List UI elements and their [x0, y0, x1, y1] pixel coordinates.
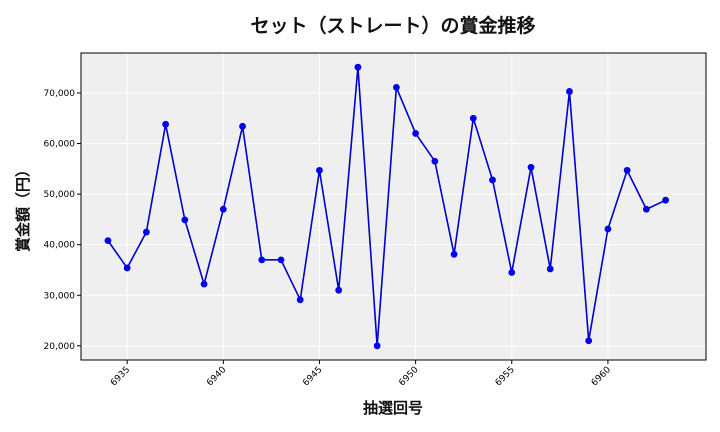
series-line — [107, 66, 666, 347]
data-point — [200, 280, 208, 288]
data-point — [239, 122, 246, 130]
y-tick-label: 60,000 — [44, 140, 76, 150]
data-point — [431, 157, 439, 165]
data-point — [623, 166, 631, 174]
data-point — [508, 269, 516, 276]
data-point — [142, 228, 150, 236]
data-point — [642, 205, 650, 213]
data-point — [277, 256, 285, 264]
data-point — [162, 120, 170, 128]
y-tick-label: 70,000 — [44, 89, 76, 99]
data-point — [296, 296, 304, 304]
x-axis-label: 抽選回号 — [363, 399, 423, 417]
data-point — [604, 225, 612, 233]
series-line-group — [104, 63, 670, 350]
data-point — [392, 83, 400, 91]
data-point — [373, 342, 381, 350]
data-point — [662, 196, 670, 204]
data-point — [104, 237, 112, 245]
y-axis-label: 賞金額（円） — [14, 162, 32, 252]
data-point — [566, 88, 573, 95]
data-point — [450, 250, 458, 258]
y-tick-label: 50,000 — [44, 190, 76, 200]
data-point — [585, 337, 593, 345]
grid-lines — [81, 53, 706, 360]
data-point — [258, 256, 266, 264]
y-tick-label: 20,000 — [44, 342, 76, 352]
data-point — [219, 205, 227, 213]
data-point — [412, 130, 420, 137]
plot-area — [81, 53, 706, 360]
y-tick-label: 40,000 — [44, 241, 76, 251]
plot-frame — [80, 52, 707, 361]
data-point — [181, 216, 189, 224]
data-point — [354, 63, 362, 71]
data-point — [527, 163, 535, 171]
data-point — [123, 264, 131, 272]
y-tick-label: 30,000 — [44, 291, 76, 301]
chart-title: セット（ストレート）の賞金推移 — [250, 14, 535, 37]
axes: 20,00030,00040,00050,00060,00070,0006935… — [44, 52, 707, 388]
data-point — [469, 114, 477, 122]
data-point — [316, 166, 323, 174]
data-point — [335, 286, 343, 294]
data-point — [489, 176, 496, 184]
data-point — [546, 265, 554, 273]
